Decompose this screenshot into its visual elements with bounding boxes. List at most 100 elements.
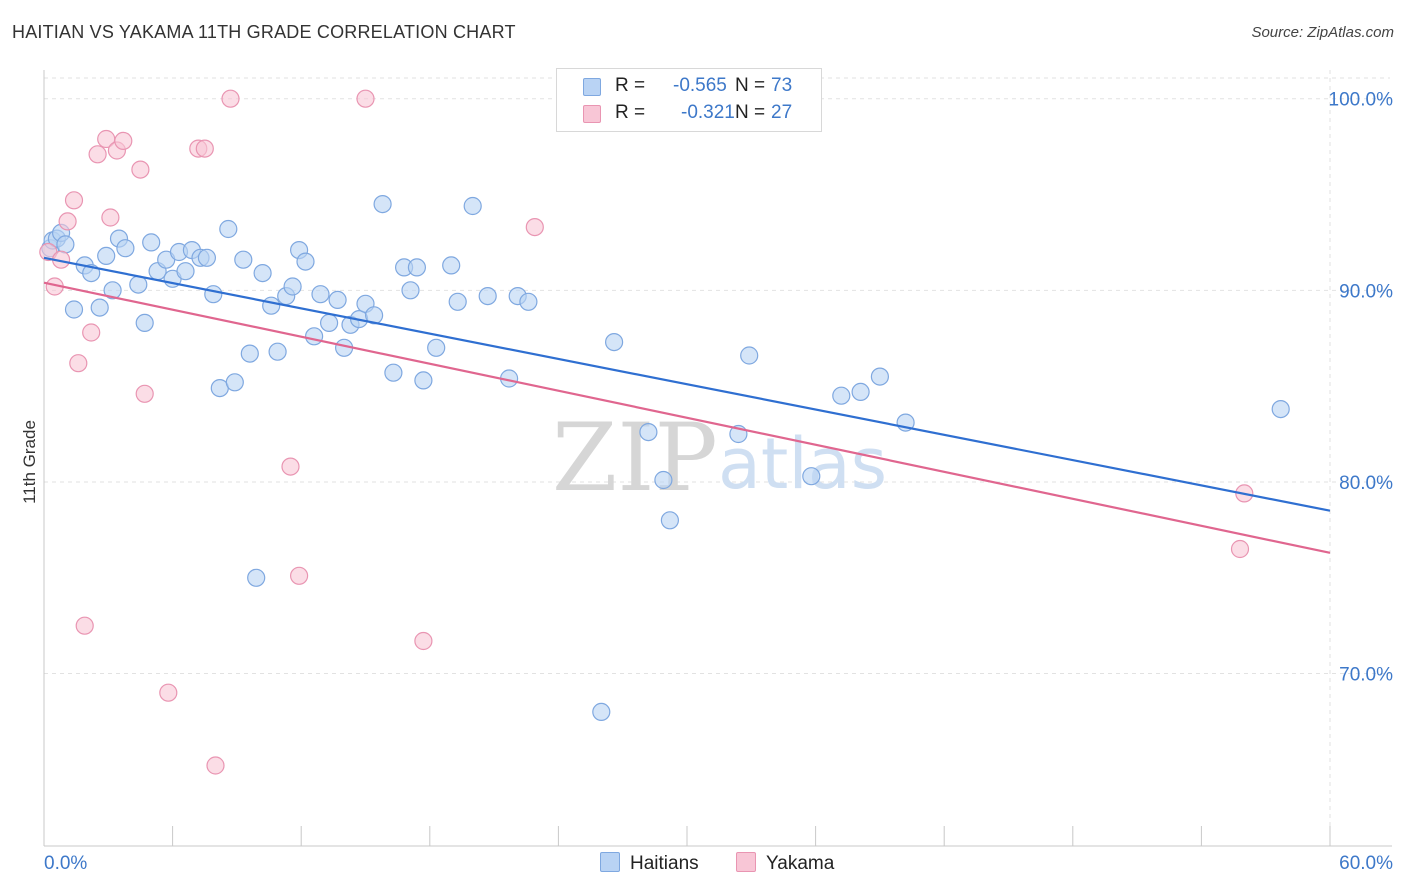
tick-label-layer: 70.0% 80.0% 90.0% 100.0% 0.0% 60.0% <box>44 90 1393 874</box>
haitians-point <box>64 300 84 319</box>
yakama-point <box>525 218 544 237</box>
x-tick-label: 0.0% <box>44 853 87 874</box>
haitians-point <box>463 196 482 216</box>
haitians-point <box>247 568 266 587</box>
legend-n-value-haitians: 73 <box>771 75 793 96</box>
yakama-point <box>88 145 107 164</box>
haitians-point <box>197 248 216 267</box>
yakama-point <box>221 89 240 108</box>
yakama-point <box>75 616 94 635</box>
haitians-point <box>225 373 244 392</box>
haitians-point <box>204 285 223 304</box>
bottom-legend-swatch-haitians <box>600 852 620 872</box>
bottom-legend-haitians: Haitians <box>600 852 699 875</box>
y-axis-label: 11th Grade <box>20 420 39 504</box>
yakama-point <box>131 160 150 179</box>
haitians-point <box>240 344 259 363</box>
yakama-point <box>58 212 77 231</box>
yakama-point <box>290 566 309 585</box>
haitians-point <box>604 333 624 352</box>
haitians-point <box>639 423 658 442</box>
haitians-point <box>116 239 135 258</box>
y-tick-label: 100.0% <box>1329 90 1394 111</box>
bottom-legend-label-yakama: Yakama <box>766 853 835 874</box>
legend-swatch-haitians <box>583 78 601 96</box>
yakama-point <box>82 323 101 342</box>
chart-title: HAITIAN VS YAKAMA 11TH GRADE CORRELATION… <box>12 22 516 42</box>
yakama-point <box>281 457 300 476</box>
haitians-point <box>448 292 467 311</box>
haitians-point <box>1271 400 1290 419</box>
haitians-point <box>442 256 461 275</box>
haitians-point <box>283 277 302 296</box>
legend-r-value-yakama: -0.321 <box>681 102 735 123</box>
trend-layer <box>43 256 1331 554</box>
haitians-point <box>740 346 759 365</box>
haitians-point <box>296 252 315 271</box>
watermark: ZIP atlas <box>552 404 887 513</box>
bottom-legend-swatch-yakama <box>736 852 756 872</box>
yakama-point <box>159 683 178 702</box>
bottom-legend-yakama: Yakama <box>736 852 834 875</box>
legend-n-label: N = <box>735 102 766 123</box>
yakama-point <box>69 354 88 373</box>
legend-r-value-haitians: -0.565 <box>673 75 727 96</box>
yakama-point <box>206 756 225 775</box>
y-tick-label: 80.0% <box>1339 473 1393 494</box>
haitians-point <box>407 258 426 277</box>
axis-layer <box>43 70 1392 847</box>
yakama-point <box>414 631 433 651</box>
source-label: Source: ZipAtlas.com <box>1251 24 1394 41</box>
yakama-point <box>135 384 154 403</box>
legend-r-label: R = <box>615 102 646 123</box>
yakama-point <box>101 208 120 227</box>
haitians-point <box>654 470 673 490</box>
legend-swatch-yakama <box>583 105 601 123</box>
haitians-point <box>478 287 497 306</box>
yakama-trend-line <box>43 281 1331 554</box>
haitians-point <box>660 511 680 530</box>
y-tick-label: 90.0% <box>1339 281 1393 302</box>
haitians-point <box>135 313 154 332</box>
haitians-point <box>268 342 287 361</box>
yakama-point <box>195 139 214 158</box>
haitians-point <box>234 250 253 269</box>
yakama-point <box>356 89 375 108</box>
legend: R = -0.565 N = 73 R = -0.321 N = 27 <box>556 68 822 132</box>
x-tick-label: 60.0% <box>1339 853 1393 874</box>
haitians-point <box>851 382 870 401</box>
watermark-zip: ZIP <box>552 404 718 513</box>
haitians-point <box>870 367 890 386</box>
haitians-point <box>90 298 109 317</box>
haitians-trend-line <box>43 256 1331 512</box>
yakama-point <box>114 131 133 150</box>
haitians-point <box>311 285 330 304</box>
haitians-point <box>328 290 347 309</box>
haitians-point <box>384 363 403 382</box>
yakama-point <box>1230 539 1250 559</box>
haitians-point <box>802 467 821 486</box>
haitians-point <box>414 371 433 390</box>
haitians-point <box>142 233 161 252</box>
haitians-point <box>176 262 195 281</box>
haitians-point <box>401 281 420 300</box>
haitians-point <box>262 296 281 315</box>
legend-n-value-yakama: 27 <box>771 102 793 123</box>
legend-r-label: R = <box>615 75 646 96</box>
haitians-point <box>103 281 122 300</box>
haitians-point <box>427 338 446 357</box>
haitians-point <box>219 219 238 239</box>
yakama-point <box>64 191 84 210</box>
y-tick-label: 70.0% <box>1339 665 1393 686</box>
haitians-point <box>519 292 538 311</box>
haitians-point <box>373 195 392 214</box>
haitians-point <box>56 235 75 254</box>
legend-n-label: N = <box>735 75 766 96</box>
haitians-point <box>97 246 116 265</box>
haitians-point <box>305 327 324 346</box>
haitians-point <box>253 264 272 283</box>
points-layer <box>39 89 1290 775</box>
haitians-point <box>832 386 851 405</box>
bottom-legend-label-haitians: Haitians <box>630 853 699 874</box>
